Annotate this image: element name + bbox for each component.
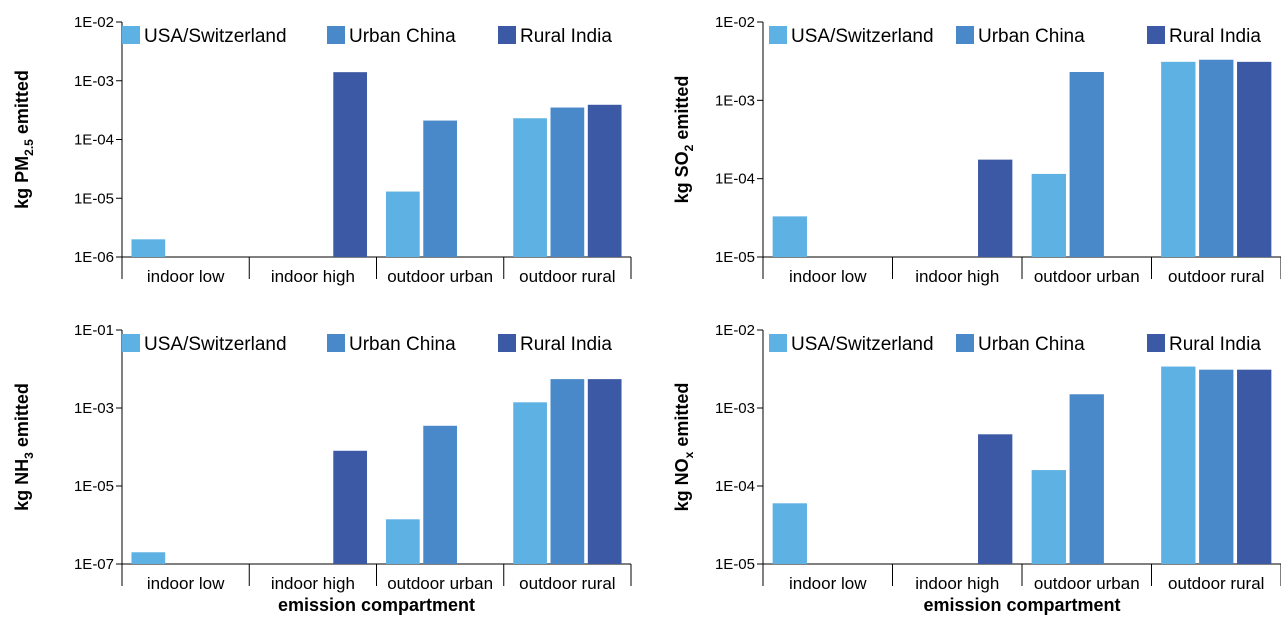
bar	[772, 503, 807, 564]
bar	[772, 216, 807, 257]
legend-entry: Rural India	[520, 26, 612, 47]
legend-swatch	[769, 334, 787, 352]
bar	[385, 519, 420, 564]
bar	[550, 379, 585, 564]
bar	[1161, 366, 1196, 564]
chart-panel-2: 1E-05 1E-04 1E-03 1E-02 indoor low indoor hig…	[672, 14, 1281, 286]
bar	[1069, 71, 1104, 257]
category-label: outdoor rural	[519, 574, 615, 593]
legend-entry: USA/Switzerland	[144, 334, 287, 355]
bar	[978, 159, 1013, 257]
x-axis-label: emission compartment	[923, 595, 1120, 615]
bar	[333, 450, 368, 564]
legend-swatch	[1147, 26, 1165, 44]
y-tick-label: 1E-06	[74, 249, 114, 266]
legend-entry: Urban China	[978, 26, 1085, 47]
legend-entry: Rural India	[1169, 26, 1261, 47]
category-label: outdoor urban	[1034, 574, 1140, 593]
bar	[1031, 173, 1066, 257]
bar	[1161, 61, 1196, 257]
legend-swatch	[122, 26, 140, 44]
category-label: indoor low	[147, 267, 225, 286]
category-label: indoor high	[915, 267, 999, 286]
y-tick-label: 1E-05	[74, 190, 114, 207]
bar	[1237, 369, 1272, 564]
chart-panel-1: 1E-06 1E-05 1E-04 1E-03 1E-02 indoor low indoo…	[12, 14, 632, 286]
y-tick-label: 1E-03	[74, 73, 114, 90]
category-label: indoor high	[271, 267, 355, 286]
y-axis-label: kg SO2 emitted	[672, 76, 696, 204]
category-label: outdoor rural	[1168, 574, 1264, 593]
category-label: indoor low	[789, 267, 867, 286]
legend-entry: USA/Switzerland	[791, 26, 934, 47]
bar	[131, 552, 166, 564]
category-label: outdoor rural	[519, 267, 615, 286]
legend-entry: USA/Switzerland	[791, 334, 934, 355]
category-label: outdoor rural	[1168, 267, 1264, 286]
bar	[385, 191, 420, 257]
y-tick-label: 1E-01	[74, 322, 114, 339]
bar	[1031, 470, 1066, 564]
legend-swatch	[122, 334, 140, 352]
bar	[587, 379, 622, 564]
legend-entry: Rural India	[520, 334, 612, 355]
legend-swatch	[1147, 334, 1165, 352]
bar	[423, 425, 457, 564]
bar	[513, 402, 547, 564]
bar	[333, 72, 368, 257]
legend-swatch	[327, 26, 345, 44]
y-tick-label: 1E-07	[74, 556, 114, 573]
bar	[1199, 59, 1234, 258]
bar	[513, 118, 547, 257]
category-label: indoor high	[271, 574, 355, 593]
bar	[550, 107, 585, 257]
legend-entry: Urban China	[978, 334, 1085, 355]
y-tick-label: 1E-03	[74, 400, 114, 417]
category-label: indoor low	[789, 574, 867, 593]
category-label: outdoor urban	[1034, 267, 1140, 286]
y-tick-label: 1E-05	[715, 249, 755, 266]
y-axis-label: kg NOx emitted	[672, 383, 696, 512]
legend-swatch	[498, 334, 516, 352]
y-tick-label: 1E-04	[74, 132, 114, 149]
bar	[131, 239, 166, 257]
legend-entry: Urban China	[349, 26, 456, 47]
bar	[978, 434, 1013, 564]
x-axis-label: emission compartment	[278, 595, 475, 615]
legend-swatch	[498, 26, 516, 44]
y-axis-label: kg PM2.5 emitted	[12, 70, 36, 209]
y-tick-label: 1E-04	[715, 478, 755, 495]
bar	[1237, 61, 1272, 257]
legend-swatch	[769, 26, 787, 44]
chart-panel-4: 1E-05 1E-04 1E-03 1E-02 indoor low indoor hig…	[672, 322, 1281, 615]
category-label: outdoor urban	[387, 267, 493, 286]
bar	[587, 104, 622, 257]
bar	[1199, 369, 1234, 564]
bar	[1069, 394, 1104, 564]
y-axis-label: kg NH3 emitted	[12, 383, 36, 511]
y-tick-label: 1E-02	[74, 14, 114, 31]
legend-entry: Rural India	[1169, 334, 1261, 355]
legend-swatch	[956, 334, 974, 352]
y-tick-label: 1E-05	[74, 478, 114, 495]
bar	[423, 120, 457, 258]
category-label: outdoor urban	[387, 574, 493, 593]
y-tick-label: 1E-03	[715, 92, 755, 109]
category-label: indoor high	[915, 574, 999, 593]
legend-swatch	[956, 26, 974, 44]
y-tick-label: 1E-04	[715, 171, 755, 188]
y-tick-label: 1E-02	[715, 14, 755, 31]
y-tick-label: 1E-05	[715, 556, 755, 573]
legend-swatch	[327, 334, 345, 352]
chart-panel-3: 1E-07 1E-05 1E-03 1E-01 indoor low indoor hig…	[12, 322, 632, 615]
y-tick-label: 1E-03	[715, 400, 755, 417]
legend-entry: Urban China	[349, 334, 456, 355]
y-tick-label: 1E-02	[715, 322, 755, 339]
legend-entry: USA/Switzerland	[144, 26, 287, 47]
category-label: indoor low	[147, 574, 225, 593]
